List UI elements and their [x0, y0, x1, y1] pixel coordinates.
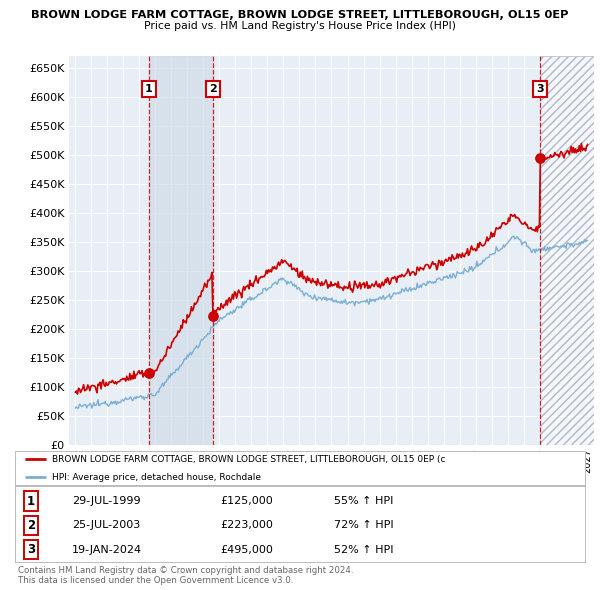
Text: This data is licensed under the Open Government Licence v3.0.: This data is licensed under the Open Gov… — [18, 576, 293, 585]
Text: 3: 3 — [27, 543, 35, 556]
Text: 1: 1 — [145, 84, 152, 94]
Text: HPI: Average price, detached house, Rochdale: HPI: Average price, detached house, Roch… — [52, 473, 261, 482]
Text: BROWN LODGE FARM COTTAGE, BROWN LODGE STREET, LITTLEBOROUGH, OL15 0EP (c: BROWN LODGE FARM COTTAGE, BROWN LODGE ST… — [52, 455, 446, 464]
Text: £495,000: £495,000 — [220, 545, 273, 555]
Text: 29-JUL-1999: 29-JUL-1999 — [72, 496, 140, 506]
Text: 3: 3 — [536, 84, 544, 94]
Point — [144, 368, 154, 378]
Bar — [149, 56, 212, 445]
Text: 2: 2 — [27, 519, 35, 532]
Text: BROWN LODGE FARM COTTAGE, BROWN LODGE STREET, LITTLEBOROUGH, OL15 0EP: BROWN LODGE FARM COTTAGE, BROWN LODGE ST… — [31, 10, 569, 20]
Point — [208, 311, 217, 320]
Text: 72% ↑ HPI: 72% ↑ HPI — [334, 520, 394, 530]
Text: 19-JAN-2024: 19-JAN-2024 — [72, 545, 142, 555]
Text: £223,000: £223,000 — [220, 520, 273, 530]
Text: £125,000: £125,000 — [220, 496, 273, 506]
Text: 1: 1 — [27, 495, 35, 508]
Text: 55% ↑ HPI: 55% ↑ HPI — [334, 496, 394, 506]
Point — [536, 153, 545, 162]
Text: 52% ↑ HPI: 52% ↑ HPI — [334, 545, 394, 555]
Text: 25-JUL-2003: 25-JUL-2003 — [72, 520, 140, 530]
Text: Price paid vs. HM Land Registry's House Price Index (HPI): Price paid vs. HM Land Registry's House … — [144, 21, 456, 31]
Text: Contains HM Land Registry data © Crown copyright and database right 2024.: Contains HM Land Registry data © Crown c… — [18, 566, 353, 575]
Text: 2: 2 — [209, 84, 217, 94]
